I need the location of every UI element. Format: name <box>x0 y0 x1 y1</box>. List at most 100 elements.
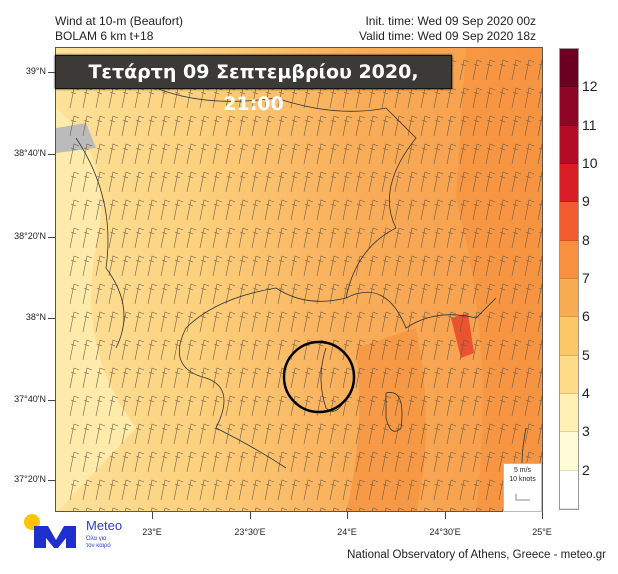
wind-barb <box>459 311 470 333</box>
wind-barb <box>69 143 80 165</box>
wind-barb <box>342 171 353 193</box>
wind-barb <box>485 339 496 361</box>
wind-barb <box>368 283 379 305</box>
wind-barb <box>437 507 444 511</box>
wind-barb <box>420 451 431 473</box>
wind-barb <box>381 423 392 445</box>
wind-barb <box>82 227 93 249</box>
wind-barb <box>433 451 444 473</box>
wind-barb <box>160 311 171 333</box>
wind-barb <box>238 395 249 417</box>
wind-barb <box>69 199 80 221</box>
wind-barb <box>381 311 392 333</box>
wind-barb <box>186 395 197 417</box>
wind-barb <box>485 367 496 389</box>
wind-barb <box>108 227 119 249</box>
wind-barb <box>121 423 132 445</box>
wind-barb <box>173 143 184 165</box>
wind-barb <box>121 115 132 137</box>
wind-barb <box>511 367 522 389</box>
wind-barb <box>368 395 379 417</box>
wind-barb <box>199 395 210 417</box>
wind-barb <box>420 255 431 277</box>
wind-barb <box>173 311 184 333</box>
wind-barb <box>264 395 275 417</box>
wind-barb <box>225 171 236 193</box>
wind-barb <box>134 423 145 445</box>
wind-barb <box>69 395 80 417</box>
wind-barb <box>372 507 379 511</box>
wind-barb <box>160 367 171 389</box>
wind-barb <box>290 283 301 305</box>
wind-barb <box>485 143 496 165</box>
wind-barb <box>498 115 509 137</box>
wind-barb <box>238 171 249 193</box>
wind-barb <box>173 283 184 305</box>
wind-barb <box>459 143 470 165</box>
logo-name: Meteo <box>86 518 123 533</box>
wind-barb <box>212 115 223 137</box>
wind-barb <box>186 367 197 389</box>
wind-barb <box>95 339 106 361</box>
lat-tick-label: 38°N <box>0 312 55 322</box>
wind-barb <box>472 255 483 277</box>
wind-barb <box>485 87 496 109</box>
wind-barb <box>277 143 288 165</box>
colorbar-label: 9 <box>582 193 590 210</box>
wind-barb <box>69 423 80 445</box>
wind-barb <box>251 283 262 305</box>
wind-barb <box>407 395 418 417</box>
wind-barb <box>225 227 236 249</box>
wind-barb <box>329 143 340 165</box>
wind-barb <box>303 311 314 333</box>
wind-barb <box>264 171 275 193</box>
wind-barb <box>199 255 210 277</box>
wind-barb <box>498 59 509 81</box>
wind-barb <box>186 255 197 277</box>
wind-barb <box>433 227 444 249</box>
wind-barb <box>212 227 223 249</box>
wind-barb <box>134 171 145 193</box>
map-title: Wind at 10-m (Beaufort) BOLAM 6 km t+18 <box>55 14 183 44</box>
wind-barb <box>446 171 457 193</box>
wind-barb <box>355 395 366 417</box>
wind-barb <box>160 199 171 221</box>
wind-barb <box>407 479 418 501</box>
wind-barb <box>420 171 431 193</box>
wind-barb <box>173 395 184 417</box>
wind-barb <box>472 451 483 473</box>
wind-barb <box>173 171 184 193</box>
wind-barb <box>498 451 509 473</box>
colorbar-label: 12 <box>582 78 598 95</box>
wind-barb <box>537 423 542 445</box>
wind-barb <box>290 479 301 501</box>
wind-barb <box>121 479 132 501</box>
colorbar-label: 6 <box>582 308 590 325</box>
wind-barb <box>394 423 405 445</box>
wind-barb <box>225 423 236 445</box>
wind-barb <box>368 199 379 221</box>
wind-barb <box>199 311 210 333</box>
wind-barb <box>459 479 470 501</box>
wind-barb <box>420 339 431 361</box>
wind-barb <box>407 339 418 361</box>
wind-barb <box>238 423 249 445</box>
wind-barb <box>446 283 457 305</box>
lon-tick-label: 24°30'E <box>429 527 461 537</box>
wind-barb <box>199 227 210 249</box>
wind-barb <box>420 227 431 249</box>
wind-barb <box>99 507 106 511</box>
wind-barb <box>95 451 106 473</box>
wind-barb <box>121 451 132 473</box>
wind-barb <box>95 283 106 305</box>
wind-barb <box>82 115 93 137</box>
colorbar-segment <box>560 432 578 471</box>
wind-barb <box>394 199 405 221</box>
wind-barb <box>368 255 379 277</box>
wind-barb <box>524 367 535 389</box>
wind-barb <box>342 115 353 137</box>
wind-barb <box>381 143 392 165</box>
wind-barb <box>433 395 444 417</box>
wind-barb <box>511 59 522 81</box>
colorbar-segment <box>560 240 578 279</box>
